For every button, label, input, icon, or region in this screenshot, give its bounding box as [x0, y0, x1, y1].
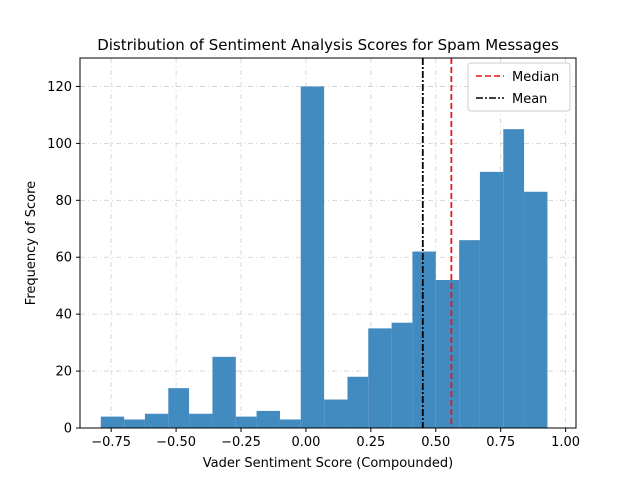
histogram-bar	[347, 376, 369, 428]
chart-title: Distribution of Sentiment Analysis Score…	[97, 36, 559, 54]
y-tick-label: 60	[55, 251, 72, 266]
legend: Median Mean	[467, 62, 571, 112]
histogram-bar	[503, 129, 525, 428]
y-tick-label: 80	[55, 194, 72, 209]
y-tick-label: 100	[47, 137, 72, 152]
histogram-bar	[324, 399, 348, 428]
bars-layer	[100, 86, 548, 428]
x-tick-label: 0.00	[291, 435, 320, 450]
x-axis-label: Vader Sentiment Score (Compounded)	[203, 456, 453, 471]
histogram-bar	[168, 388, 190, 428]
histogram-bar	[435, 280, 460, 428]
x-tick-label: 0.50	[421, 435, 450, 450]
y-tick-label: 20	[55, 365, 72, 380]
histogram-bar	[524, 191, 548, 428]
histogram-bar	[100, 416, 125, 428]
x-tick-label: 0.75	[486, 435, 515, 450]
histogram-bar	[212, 356, 236, 428]
x-tick-label: −0.50	[156, 435, 196, 450]
histogram-bar	[189, 413, 213, 428]
reference-lines-layer	[421, 58, 453, 428]
x-tick-label: 1.00	[551, 435, 580, 450]
histogram-bar	[368, 328, 392, 428]
histogram-bar	[279, 419, 301, 428]
histogram-bar	[479, 171, 504, 428]
plot-area-frame	[79, 57, 577, 429]
legend-box	[467, 62, 571, 112]
legend-mean-label: Mean	[512, 92, 547, 107]
x-tick-label: −0.75	[91, 435, 131, 450]
x-axis-ticks: −0.75 −0.50 −0.25 0.00 0.25 0.50 0.75 1.00	[91, 428, 580, 450]
y-tick-label: 0	[64, 422, 72, 437]
histogram-bar	[391, 322, 413, 428]
histogram-bar	[235, 416, 257, 428]
y-tick-label: 40	[55, 308, 72, 323]
histogram-bar	[300, 86, 325, 428]
y-axis-ticks: 0 20 40 60 80 100 120	[47, 80, 80, 437]
x-tick-label: −0.25	[221, 435, 261, 450]
histogram-bar	[124, 419, 145, 428]
histogram-bar	[256, 410, 280, 428]
histogram-bar	[412, 251, 436, 428]
histogram-bar	[144, 413, 169, 428]
y-tick-label: 120	[47, 80, 72, 95]
histogram-bar	[459, 240, 480, 428]
x-tick-label: 0.25	[356, 435, 385, 450]
legend-median-label: Median	[512, 70, 559, 85]
y-axis-label: Frequency of Score	[24, 181, 39, 305]
